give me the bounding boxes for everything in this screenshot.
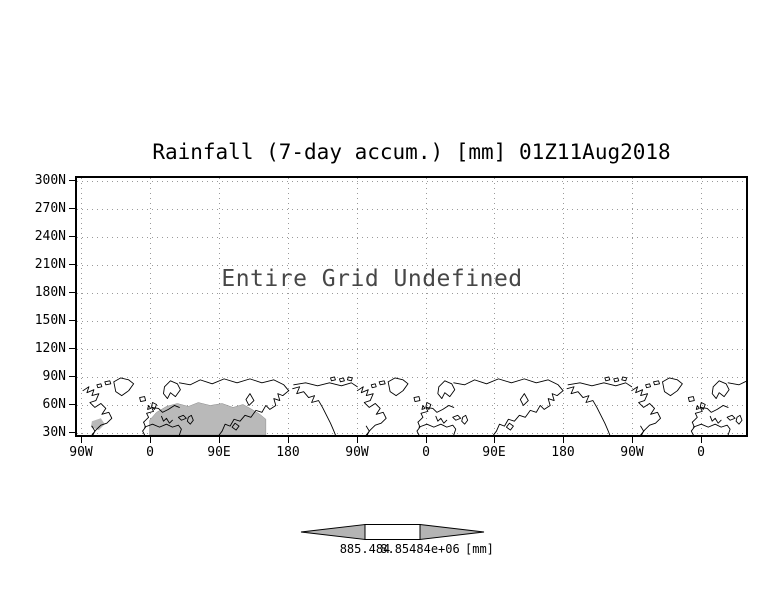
x-tick-mark <box>219 437 220 443</box>
gridline-horizontal <box>77 349 746 350</box>
undefined-grid-message: Entire Grid Undefined <box>221 266 523 292</box>
y-tick-mark <box>69 180 75 181</box>
x-tick-label: 180 <box>276 445 300 460</box>
gridline-horizontal <box>77 181 746 182</box>
gridline-horizontal <box>77 293 746 294</box>
y-tick-label: 300N <box>34 173 66 188</box>
shaded-region-small <box>90 418 105 431</box>
x-tick-mark <box>701 437 702 443</box>
colorbar-unit-label: [mm] <box>465 542 494 556</box>
gridline-vertical <box>150 178 151 435</box>
colorbar-tick-label: 885.484 <box>339 542 391 556</box>
x-tick-mark <box>632 437 633 443</box>
gridline-horizontal <box>77 265 746 266</box>
y-tick-mark <box>69 208 75 209</box>
colorbar-cell <box>364 524 421 540</box>
x-tick-label: 90W <box>620 445 644 460</box>
gridline-vertical <box>81 178 82 435</box>
x-tick-label: 0 <box>146 445 154 460</box>
coastline-tile <box>631 376 746 435</box>
x-tick-mark <box>357 437 358 443</box>
shaded-region <box>149 402 267 435</box>
plot-area <box>75 176 748 437</box>
x-tick-mark <box>563 437 564 443</box>
y-tick-mark <box>69 292 75 293</box>
y-tick-mark <box>69 348 75 349</box>
gridline-horizontal <box>77 405 746 406</box>
y-tick-label: 150N <box>34 313 66 328</box>
gridline-horizontal <box>77 433 746 434</box>
y-tick-mark <box>69 376 75 377</box>
x-tick-label: 0 <box>697 445 705 460</box>
colorbar <box>300 523 485 541</box>
world-map <box>82 376 746 435</box>
gridline-vertical <box>219 178 220 435</box>
x-tick-label: 90E <box>207 445 231 460</box>
colorbar-right-arrow <box>419 523 485 541</box>
y-tick-label: 30N <box>42 425 66 440</box>
y-tick-label: 210N <box>34 257 66 272</box>
gridline-vertical <box>632 178 633 435</box>
colorbar-left-arrow <box>300 523 366 541</box>
x-tick-label: 90W <box>69 445 93 460</box>
y-tick-label: 240N <box>34 229 66 244</box>
y-tick-mark <box>69 432 75 433</box>
y-tick-label: 180N <box>34 285 66 300</box>
y-tick-mark <box>69 236 75 237</box>
y-tick-mark <box>69 404 75 405</box>
colorbar-tick-label: 8.85484e+06 <box>380 542 460 556</box>
gridline-vertical <box>563 178 564 435</box>
gridline-vertical <box>701 178 702 435</box>
gridline-vertical <box>494 178 495 435</box>
y-tick-label: 120N <box>34 341 66 356</box>
x-tick-mark <box>494 437 495 443</box>
y-tick-label: 90N <box>42 369 66 384</box>
coastline-tile <box>356 376 633 435</box>
chart-title: Rainfall (7-day accum.) [mm] 01Z11Aug201… <box>152 140 671 164</box>
gridline-horizontal <box>77 237 746 238</box>
y-tick-mark <box>69 320 75 321</box>
x-tick-mark <box>150 437 151 443</box>
x-tick-mark <box>288 437 289 443</box>
gridline-horizontal <box>77 321 746 322</box>
gridline-vertical <box>288 178 289 435</box>
y-tick-label: 270N <box>34 201 66 216</box>
gridline-vertical <box>357 178 358 435</box>
x-tick-mark <box>426 437 427 443</box>
x-tick-label: 0 <box>422 445 430 460</box>
y-tick-mark <box>69 264 75 265</box>
x-tick-label: 180 <box>551 445 575 460</box>
x-tick-label: 90W <box>345 445 369 460</box>
gridline-horizontal <box>77 209 746 210</box>
x-tick-label: 90E <box>482 445 506 460</box>
gridline-vertical <box>426 178 427 435</box>
y-tick-label: 60N <box>42 397 66 412</box>
gridline-horizontal <box>77 377 746 378</box>
x-tick-mark <box>81 437 82 443</box>
